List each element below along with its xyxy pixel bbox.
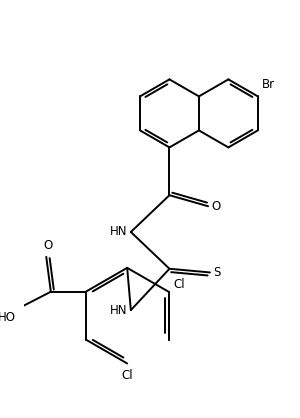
- Text: HO: HO: [0, 311, 16, 324]
- Text: O: O: [212, 200, 221, 213]
- Text: Br: Br: [262, 78, 275, 91]
- Text: Cl: Cl: [173, 278, 185, 291]
- Text: O: O: [44, 239, 53, 252]
- Text: S: S: [214, 266, 221, 279]
- Text: HN: HN: [110, 225, 127, 239]
- Text: HN: HN: [110, 303, 127, 316]
- Text: Cl: Cl: [122, 369, 133, 382]
